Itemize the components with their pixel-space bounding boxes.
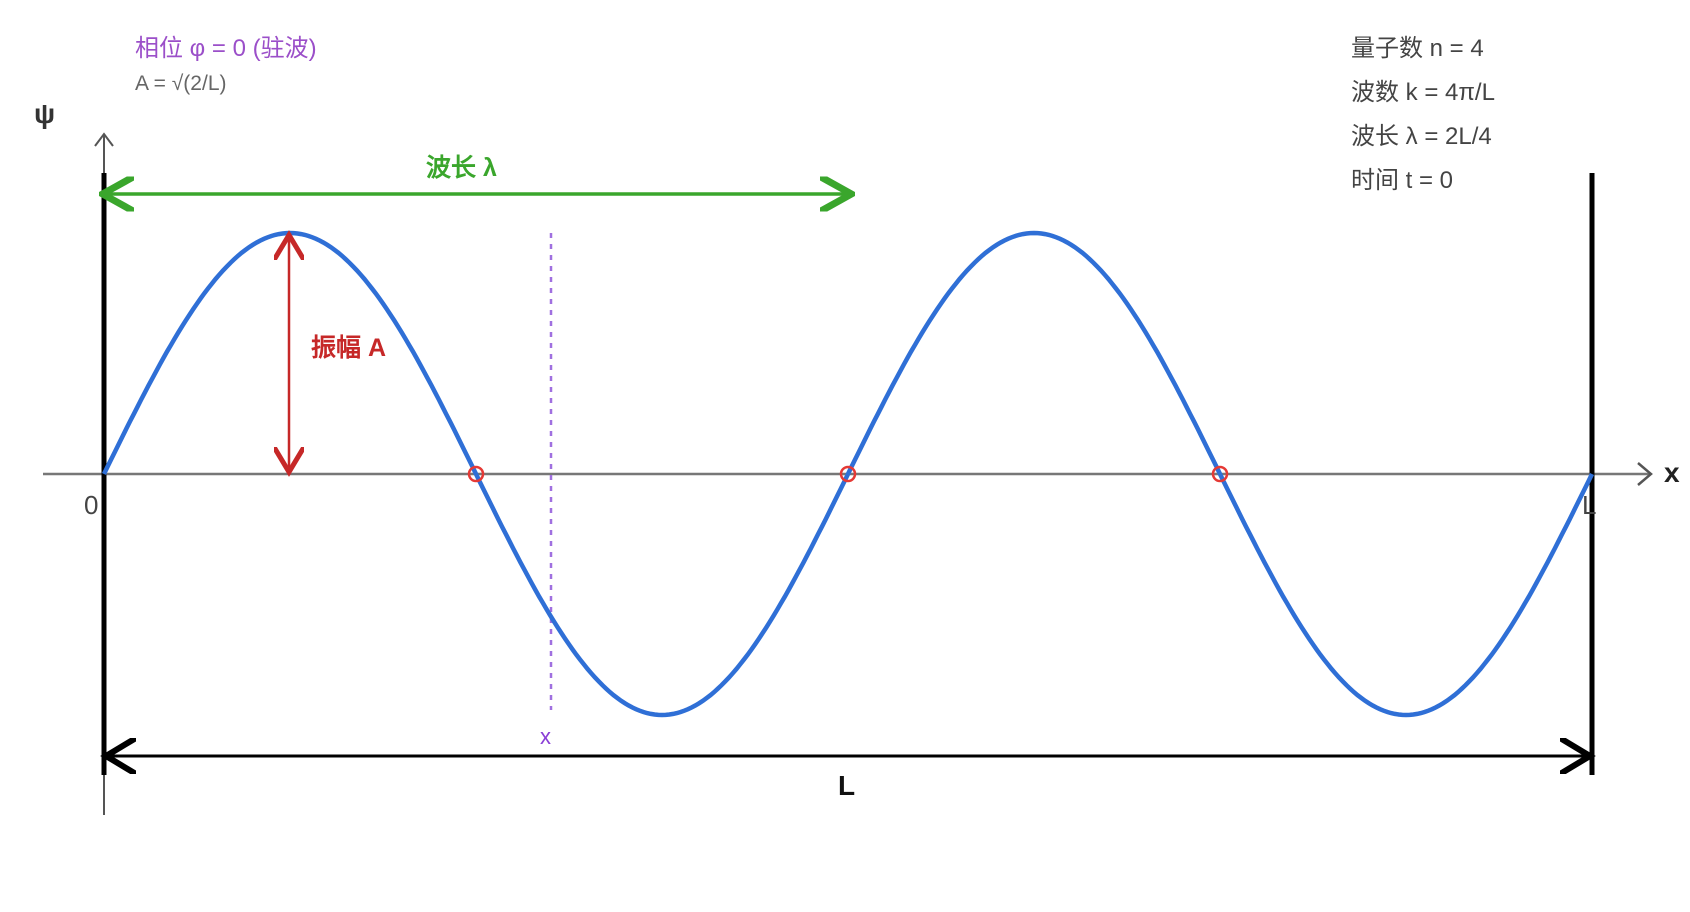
wavelength-info-label: 波长 λ = 2L/4 bbox=[1351, 123, 1492, 150]
y-axis-label: ψ bbox=[34, 98, 56, 129]
node-marker bbox=[467, 465, 485, 483]
time-label: 时间 t = 0 bbox=[1351, 167, 1454, 194]
amplitude-label: 振幅 A bbox=[311, 334, 387, 362]
amplitude-formula: A = √(2/L) bbox=[135, 72, 227, 95]
phase-label: 相位 φ = 0 (驻波) bbox=[135, 35, 317, 62]
wavelength-label: 波长 λ bbox=[426, 154, 497, 182]
x-axis-arrow-icon bbox=[1637, 462, 1653, 486]
node-marker bbox=[1211, 465, 1229, 483]
origin-label: 0 bbox=[84, 490, 99, 520]
quantum-number-label: 量子数 n = 4 bbox=[1351, 35, 1484, 62]
wave-number-label: 波数 k = 4π/L bbox=[1351, 79, 1495, 106]
end-label: L bbox=[1582, 490, 1597, 520]
x-axis-label: x bbox=[1664, 457, 1680, 488]
y-axis-arrow-icon bbox=[94, 132, 114, 147]
length-label: L bbox=[838, 770, 856, 801]
position-label: x bbox=[540, 724, 551, 749]
node-marker bbox=[839, 465, 857, 483]
wave-curve bbox=[101, 230, 1595, 718]
